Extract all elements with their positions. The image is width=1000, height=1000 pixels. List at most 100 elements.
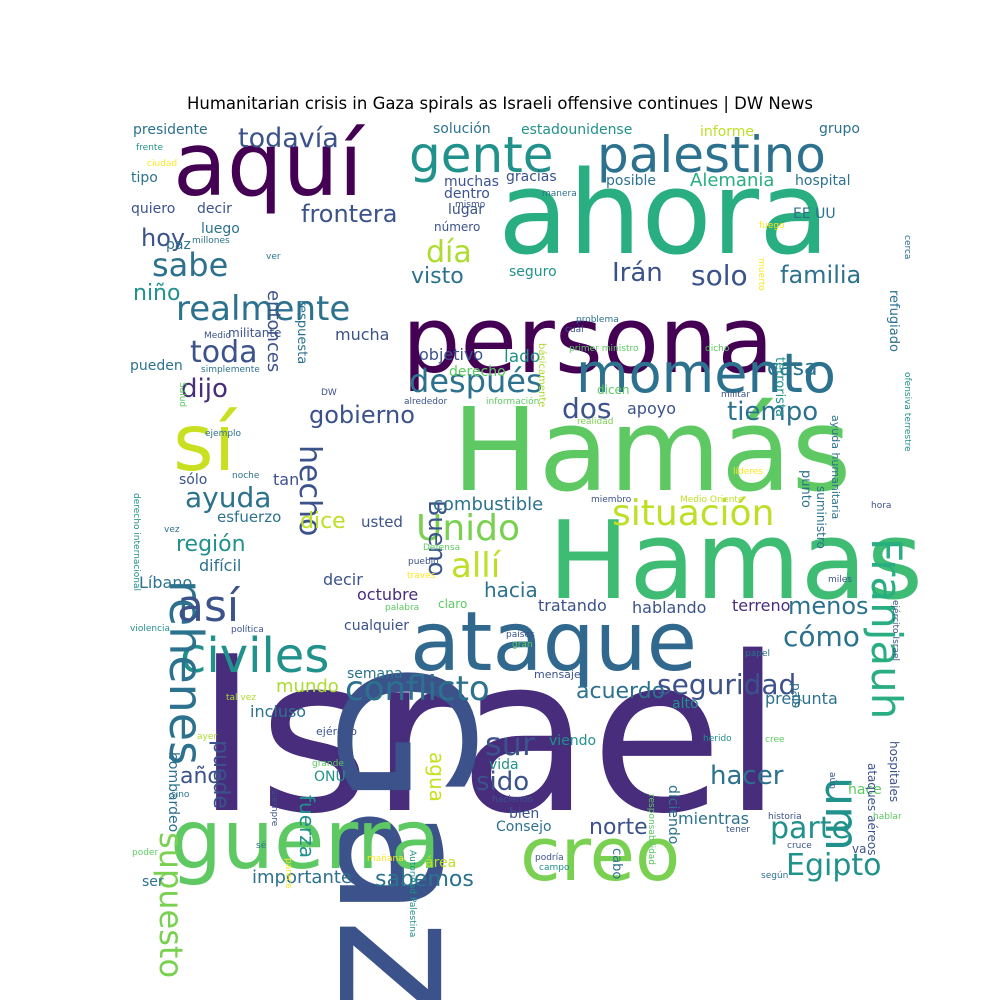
cloud-word: número: [434, 220, 480, 234]
cloud-word: allí: [451, 546, 502, 586]
cloud-word: agua: [425, 752, 449, 802]
cloud-word: países: [506, 630, 535, 640]
cloud-word: decir: [323, 570, 363, 589]
cloud-word: hecho: [292, 445, 327, 536]
cloud-word: derecho: [449, 364, 506, 380]
cloud-word: bien: [509, 806, 539, 822]
cloud-word: miembro: [591, 495, 632, 505]
cloud-word: rehenes: [159, 580, 213, 765]
cloud-word: cerca: [902, 235, 912, 259]
chart-title: Humanitarian crisis in Gaza spirals as I…: [186, 94, 814, 113]
cloud-word: cómo: [783, 620, 860, 653]
cloud-word: parece: [283, 858, 293, 889]
cloud-word: Alemania: [690, 170, 774, 191]
cloud-word: mientras: [678, 809, 749, 828]
cloud-word: aquí: [173, 113, 366, 216]
cloud-word: dos: [562, 392, 612, 425]
cloud-word: tan: [273, 470, 299, 489]
cloud-word: parte: [770, 811, 850, 846]
cloud-word: seguro: [509, 264, 557, 280]
cloud-word: creo: [520, 812, 680, 898]
cloud-word: viendo: [549, 733, 596, 749]
cloud-word: después: [409, 362, 543, 400]
cloud-word: refugiado: [886, 290, 901, 352]
cloud-word: incluso: [250, 702, 306, 721]
cloud-word: tener: [726, 825, 750, 835]
cloud-word: dijo: [181, 374, 228, 404]
cloud-word: hacer: [710, 761, 784, 791]
cloud-word: realidad: [577, 417, 614, 427]
cloud-word: siempre: [269, 790, 279, 827]
cloud-word: Bueno: [423, 500, 451, 576]
cloud-word: poder: [132, 848, 158, 858]
cloud-word: menos: [788, 592, 869, 620]
cloud-word: terreno: [732, 596, 790, 615]
cloud-word: dicen: [597, 383, 630, 397]
cloud-word: esfuerzo: [217, 508, 281, 526]
cloud-word: niño: [133, 281, 180, 306]
cloud-word: estadounidense: [521, 122, 632, 138]
cloud-word: dicho: [705, 344, 730, 354]
cloud-word: hospital: [795, 173, 850, 189]
cloud-word: Irán: [612, 258, 663, 288]
cloud-word: Gaza: [296, 662, 512, 1000]
cloud-word: problema: [576, 315, 619, 325]
cloud-word: presidente: [133, 122, 208, 138]
cloud-word: historia: [768, 812, 802, 822]
cloud-word: sólo: [179, 472, 207, 488]
cloud-word: Medio: [204, 331, 232, 341]
cloud-word: aún: [827, 772, 837, 789]
cloud-word: gobierno: [309, 401, 415, 429]
cloud-word: Israel: [195, 610, 783, 861]
cloud-word: situación: [612, 493, 774, 534]
cloud-word: ver: [266, 252, 281, 262]
cloud-word: claro: [438, 597, 467, 611]
cloud-word: Medio Oriente: [680, 495, 744, 505]
cloud-word: luego: [201, 221, 240, 237]
cloud-word: DW: [321, 388, 337, 398]
cloud-word: ofensiva terrestre: [902, 372, 912, 452]
cloud-word: casa: [767, 356, 818, 381]
cloud-word: militar: [721, 390, 750, 400]
cloud-word: puede: [208, 740, 233, 809]
cloud-word: pregunta: [765, 689, 838, 708]
cloud-word: Consejo: [496, 819, 552, 835]
cloud-word: mañana: [367, 854, 404, 864]
cloud-word: papel: [745, 649, 770, 659]
cloud-word: persona: [402, 287, 774, 394]
cloud-word: hace: [848, 782, 882, 798]
cloud-word: ser: [142, 874, 164, 890]
cloud-word: vida: [489, 757, 519, 773]
cloud-word: fuerza: [295, 795, 319, 858]
cloud-word: lugar: [448, 202, 484, 218]
cloud-word: cabo: [609, 848, 624, 879]
cloud-word: realmente: [176, 289, 350, 329]
cloud-word: norte: [589, 815, 648, 840]
cloud-word: mismo: [455, 200, 486, 210]
cloud-word: mensaje: [534, 668, 581, 681]
cloud-word: ONU: [314, 769, 346, 785]
cloud-word: dice: [300, 509, 346, 534]
cloud-word: sur: [485, 725, 536, 763]
cloud-word: cree: [765, 735, 785, 745]
cloud-word: Hamás: [452, 384, 851, 518]
cloud-word: Franjauh: [862, 538, 911, 719]
cloud-word: hacia: [484, 578, 538, 602]
cloud-word: gente: [409, 126, 554, 184]
cloud-word: difícil: [199, 556, 241, 575]
cloud-word: muchas: [444, 174, 499, 190]
cloud-word: Unido: [416, 508, 520, 549]
cloud-word: área: [425, 855, 456, 871]
cloud-word: alto: [672, 696, 699, 712]
cloud-word: sabemos: [375, 867, 474, 892]
cloud-word: grande: [312, 759, 344, 769]
cloud-word: primer ministro: [569, 344, 639, 354]
cloud-word: Hamas: [548, 499, 923, 624]
cloud-word: hoy: [141, 224, 185, 252]
cloud-word: básicamente: [536, 343, 548, 407]
cloud-word: haciendo: [492, 795, 534, 805]
cloud-word: tal vez: [226, 693, 256, 703]
cloud-word: militante: [228, 326, 281, 340]
cloud-word: cruce: [787, 841, 812, 851]
cloud-word: alrededor: [404, 397, 448, 407]
